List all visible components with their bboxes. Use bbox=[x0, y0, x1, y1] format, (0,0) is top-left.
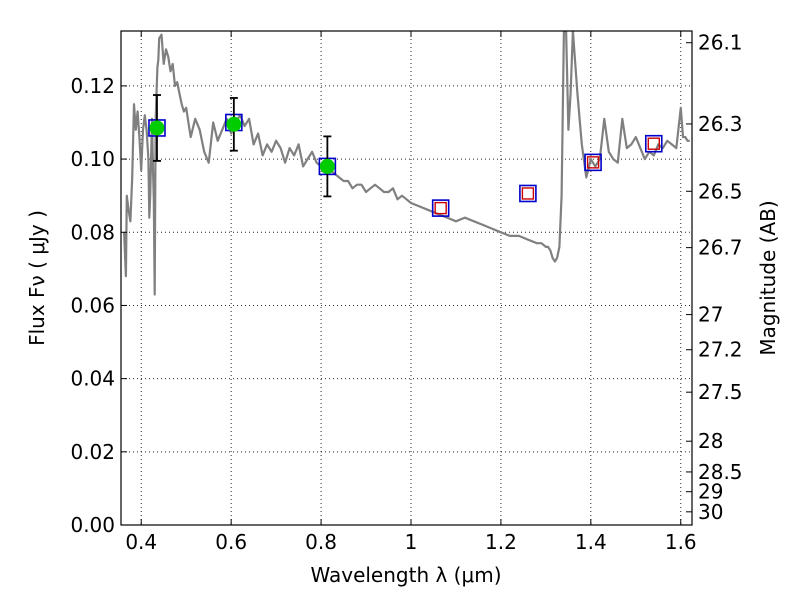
right-tick-label: 26.7 bbox=[698, 236, 743, 260]
right-tick-label: 26.3 bbox=[698, 112, 743, 136]
right-axis-label: Magnitude (AB) bbox=[756, 200, 780, 355]
x-axis-label: Wavelength λ (μm) bbox=[310, 563, 501, 587]
predicted-flux-square bbox=[586, 156, 600, 169]
right-tick-label: 26.1 bbox=[698, 31, 743, 55]
right-tick-label: 27.2 bbox=[698, 338, 743, 362]
right-tick-label: 30 bbox=[698, 500, 723, 524]
right-tick-label: 26.5 bbox=[698, 179, 743, 203]
y-tick-label: 0.10 bbox=[70, 147, 115, 171]
y-axis-label: Flux Fν ( μJy ) bbox=[25, 210, 49, 346]
predicted-flux-square bbox=[521, 187, 535, 200]
observed-flux-point bbox=[226, 116, 242, 132]
x-tick-label: 1.4 bbox=[575, 530, 607, 554]
axes: 0.4 0.6 0.8 1 1.2 1.4 1.6 0.00 0.02 0.04 0.06 0.08 0… bbox=[70, 31, 742, 554]
model-flux-square bbox=[431, 199, 450, 217]
observed-flux-point bbox=[149, 120, 165, 136]
right-tick-label: 29 bbox=[698, 480, 723, 504]
x-tick-label: 1 bbox=[405, 530, 418, 554]
model-flux-square bbox=[644, 134, 663, 153]
y-tick-label: 0.12 bbox=[70, 74, 115, 98]
x-tick-label: 0.4 bbox=[125, 530, 157, 554]
right-tick-label: 28 bbox=[698, 429, 723, 453]
model-flux-square bbox=[519, 184, 537, 203]
y-tick-label: 0.06 bbox=[70, 293, 115, 317]
right-tick-label: 27 bbox=[698, 303, 723, 327]
x-tick-label: 1.2 bbox=[485, 530, 517, 554]
observed-flux-point bbox=[319, 158, 335, 174]
plot-frame bbox=[120, 30, 693, 526]
predicted-flux-square bbox=[434, 201, 447, 215]
grid-lines bbox=[121, 31, 692, 526]
model-flux-square bbox=[584, 153, 602, 172]
x-tick-label: 0.8 bbox=[305, 530, 337, 554]
spectrum-line bbox=[123, 31, 690, 296]
right-tick-label: 28.5 bbox=[698, 460, 743, 484]
y-tick-label: 0.00 bbox=[70, 513, 115, 537]
y-tick-label: 0.02 bbox=[70, 440, 115, 464]
y-tick-label: 0.08 bbox=[70, 220, 115, 244]
right-tick-label: 27.5 bbox=[698, 380, 743, 404]
x-tick-label: 1.6 bbox=[665, 530, 697, 554]
predicted-flux-square bbox=[647, 137, 660, 150]
plot-area bbox=[123, 31, 690, 296]
y-tick-label: 0.04 bbox=[70, 367, 115, 391]
x-tick-label: 0.6 bbox=[215, 530, 247, 554]
